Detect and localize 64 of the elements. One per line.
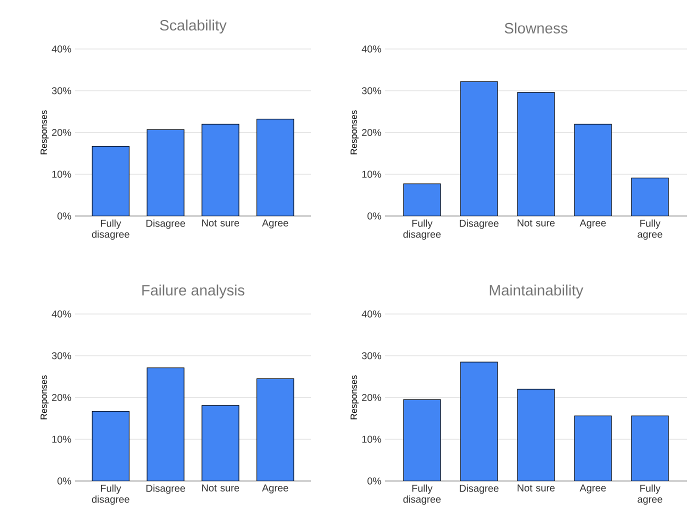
y-tick-label: 30% (52, 87, 72, 94)
x-tick-label: Disagree (460, 484, 499, 494)
chart-title: Maintainability (490, 284, 584, 298)
x-tick-label: Fully disagree (403, 484, 441, 505)
y-tick-label: 0% (57, 477, 72, 485)
y-tick-label: 10% (362, 436, 382, 443)
y-tick-label: 30% (362, 87, 382, 94)
x-tick-label: Fully agree (638, 220, 662, 240)
bar (202, 124, 240, 216)
y-tick-label: 40% (362, 45, 382, 53)
bar (517, 92, 555, 216)
y-axis-title: Responses (350, 375, 359, 420)
y-axis-title: Responses (40, 375, 49, 420)
bar (460, 362, 498, 481)
bar (574, 416, 612, 481)
y-tick-label: 30% (362, 352, 382, 360)
x-tick-label: Fully disagree (403, 220, 441, 240)
x-tick-label: Fully agree (638, 484, 662, 505)
y-tick-label: 20% (362, 128, 382, 136)
y-tick-label: 0% (367, 212, 382, 220)
bar (631, 416, 669, 481)
y-tick-label: 10% (52, 436, 72, 443)
y-axis-title: Responses (40, 110, 49, 154)
chart-title: Failure analysis (142, 284, 244, 298)
x-tick-label: Agree (262, 220, 288, 228)
x-tick-label: Disagree (146, 484, 186, 494)
y-axis-title: Responses (350, 110, 359, 154)
x-tick-label: Not sure (518, 484, 555, 492)
bar (460, 81, 498, 216)
x-tick-label: Agree (262, 484, 288, 494)
x-tick-label: Agree (580, 220, 606, 228)
y-tick-label: 10% (362, 170, 382, 178)
bar (256, 118, 294, 216)
x-tick-label: Fully disagree (92, 484, 130, 505)
y-tick-label: 0% (57, 212, 72, 220)
bar (403, 399, 441, 481)
y-tick-label: 0% (367, 477, 382, 485)
bar (92, 410, 130, 481)
y-tick-label: 20% (362, 394, 382, 402)
bar (517, 388, 555, 481)
chart-title: Slowness (504, 22, 568, 34)
y-tick-label: 30% (52, 352, 72, 360)
bar (256, 378, 294, 481)
bar (202, 405, 240, 481)
x-tick-label: Not sure (202, 220, 240, 226)
chart-title: Scalability (160, 20, 227, 34)
x-tick-label: Disagree (146, 220, 186, 229)
bar (631, 178, 669, 216)
x-tick-label: Not sure (202, 484, 240, 492)
y-tick-label: 40% (52, 45, 72, 53)
x-tick-label: Agree (580, 484, 606, 494)
y-tick-label: 10% (52, 170, 72, 178)
bar (146, 129, 184, 216)
x-tick-label: Not sure (518, 220, 555, 226)
bar (146, 368, 184, 481)
bar (574, 124, 612, 216)
y-tick-label: 40% (52, 310, 72, 318)
y-tick-label: 20% (52, 128, 72, 136)
y-tick-label: 40% (362, 310, 382, 318)
bar (403, 184, 441, 216)
bar (92, 146, 130, 216)
x-tick-label: Disagree (460, 220, 499, 229)
x-tick-label: Fully disagree (92, 220, 130, 240)
y-tick-label: 20% (52, 394, 72, 402)
